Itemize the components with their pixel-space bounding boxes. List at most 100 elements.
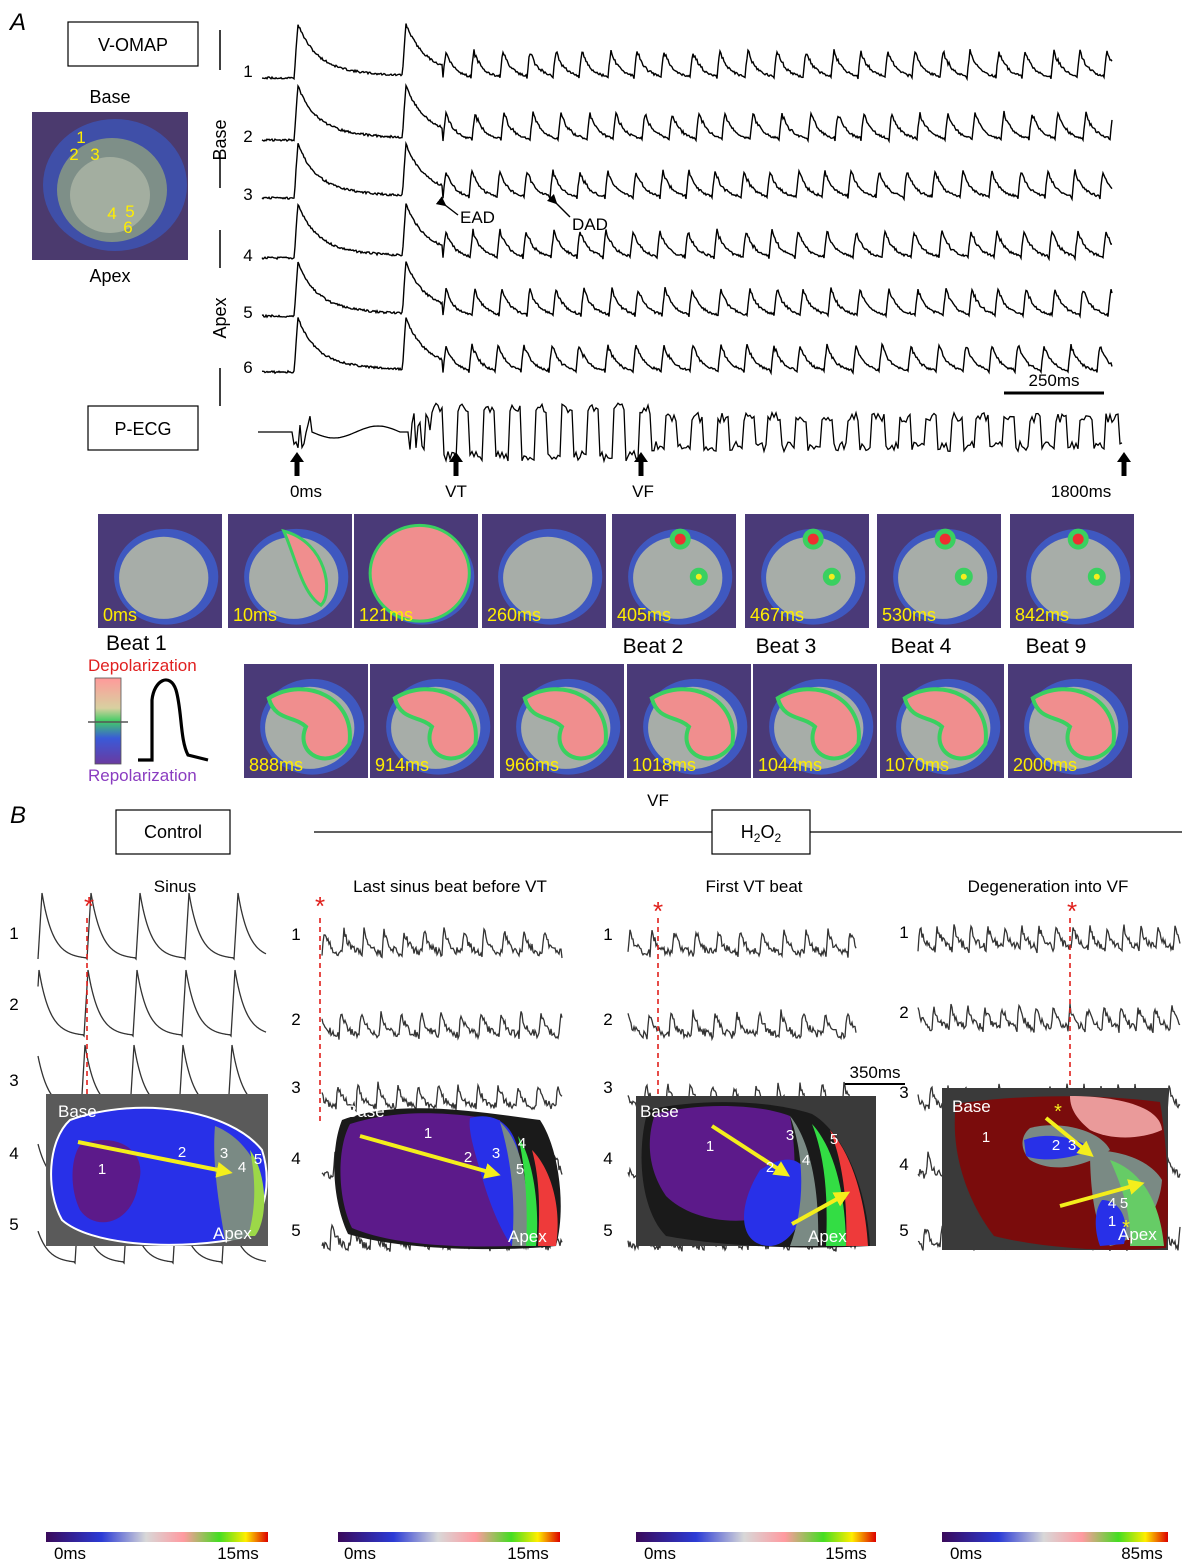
trace-number-col3-5: 5 — [603, 1221, 612, 1240]
frame-530ms: 530ms — [877, 514, 1001, 628]
y-label-base: Base — [210, 119, 230, 160]
column-title-last-sinus: Last sinus beat before VT — [353, 877, 547, 896]
frame-time-label: 842ms — [1015, 605, 1069, 625]
trace-number-col4-5: 5 — [899, 1221, 908, 1240]
map-2-base-label: Base — [346, 1102, 385, 1121]
h2o2-box — [711, 809, 811, 855]
trace-col2-1 — [321, 927, 563, 959]
trace-number-col4-2: 2 — [899, 1003, 908, 1022]
frame-405ms: 405ms — [612, 514, 736, 628]
beat-2-label: Beat 2 — [623, 635, 684, 658]
map-4-region-3: 3 — [1068, 1137, 1076, 1154]
map-2-region-3: 3 — [492, 1145, 500, 1162]
frame-121ms: 121ms — [354, 514, 478, 628]
map-base-label: Base — [89, 87, 130, 107]
trace-number-1: 1 — [243, 62, 252, 81]
frame-1070ms: 1070ms — [880, 664, 1004, 778]
map-3-region-4: 4 — [802, 1152, 810, 1169]
voltage-map-thumbnail — [32, 112, 188, 260]
trace-number-5: 5 — [243, 303, 252, 322]
legend-action-potential-icon — [138, 678, 209, 762]
map-4-region-2: 2 — [1052, 1137, 1060, 1154]
activation-frames-row-2: 888ms 914ms 966ms 1018ms 1044ms 1070ms 2000ms — [244, 664, 1132, 778]
trace-number-col3-2: 2 — [603, 1010, 612, 1029]
map-1-region-3: 3 — [220, 1145, 228, 1162]
site-3-label: 3 — [90, 145, 99, 164]
frame-2000ms: 2000ms — [1008, 664, 1132, 778]
trace-number-col2-3: 3 — [291, 1078, 300, 1097]
h2o2-o: O — [760, 822, 774, 842]
scale-4-end: 85ms — [1121, 1544, 1163, 1562]
activation-map-first-vt — [636, 1096, 876, 1248]
control-box — [115, 809, 231, 855]
map-3-region-3: 3 — [786, 1127, 794, 1144]
map-2-region-5: 5 — [516, 1161, 524, 1178]
arrow-0ms — [290, 452, 304, 476]
frame-467ms: 467ms — [745, 514, 869, 628]
activation-maps: * * — [46, 1088, 1168, 1250]
beat-4-label: Beat 4 — [891, 635, 952, 658]
activation-color-scales — [46, 1532, 1168, 1542]
site-1-label: 1 — [76, 128, 85, 147]
map-1-region-5: 5 — [254, 1151, 262, 1168]
frame-time-label: 121ms — [359, 605, 413, 625]
map-3-apex-label: Apex — [808, 1227, 847, 1246]
map-2-region-2: 2 — [464, 1149, 472, 1166]
trace-number-col2-4: 4 — [291, 1149, 300, 1168]
optical-action-potential-traces — [261, 23, 1113, 376]
beat-1-label: Beat 1 — [106, 632, 167, 655]
frame-time-label: 1044ms — [758, 755, 822, 775]
map-4-base-label: Base — [952, 1097, 991, 1116]
v-omap-label: V-OMAP — [98, 35, 168, 55]
p-ecg-box — [87, 405, 199, 451]
oap-trace-5 — [261, 261, 1113, 319]
trace-col2-2 — [321, 1011, 563, 1041]
oap-trace-4 — [261, 202, 1113, 262]
frame-time-label: 888ms — [249, 755, 303, 775]
h2o2-sub1: 2 — [754, 831, 761, 845]
frame-time-label: 10ms — [233, 605, 277, 625]
trace-number-col1-1: 1 — [9, 924, 18, 943]
trace-number-col2-5: 5 — [291, 1221, 300, 1240]
arrow-vt — [449, 452, 463, 476]
trace-col2-3 — [321, 1081, 563, 1113]
frame-1018ms: 1018ms — [627, 664, 751, 778]
dad-label: DAD — [572, 215, 608, 234]
scale-2-end: 15ms — [507, 1544, 549, 1562]
map-2-region-1: 1 — [424, 1125, 432, 1142]
trace-number-2: 2 — [243, 127, 252, 146]
frame-260ms: 260ms — [482, 514, 606, 628]
frame-time-label: 260ms — [487, 605, 541, 625]
panel-a-label: A — [8, 9, 26, 36]
trace-number-col3-1: 1 — [603, 925, 612, 944]
map-2-region-4: 4 — [518, 1135, 526, 1152]
map-1-region-1: 1 — [98, 1161, 106, 1178]
legend-depolarization: Depolarization — [88, 656, 197, 675]
activation-map-sinus — [46, 1094, 268, 1246]
trace-col4-1 — [917, 924, 1181, 954]
p-ecg-label: P-ECG — [114, 419, 171, 439]
arrow-vf — [634, 452, 648, 476]
map-3-region-5: 5 — [830, 1131, 838, 1148]
trace-number-3: 3 — [243, 185, 252, 204]
trace-number-col3-4: 4 — [603, 1149, 612, 1168]
frame-time-label: 467ms — [750, 605, 804, 625]
frame-0ms: 0ms — [98, 514, 222, 628]
frame-time-label: 2000ms — [1013, 755, 1077, 775]
vf-label: VF — [647, 791, 669, 810]
frame-888ms: 888ms — [244, 664, 368, 778]
map-4-region-5: 5 — [1120, 1195, 1128, 1212]
map-1-base-label: Base — [58, 1102, 97, 1121]
dad-arrow — [546, 193, 571, 218]
beat-3-label: Beat 3 — [756, 635, 817, 658]
scale-2-start: 0ms — [344, 1544, 376, 1562]
v-omap-box — [67, 21, 199, 67]
frame-time-label: 0ms — [103, 605, 137, 625]
trace-number-col4-1: 1 — [899, 923, 908, 942]
map-4-region-6: 1 — [1108, 1213, 1116, 1230]
scale-bar-350-label: 350ms — [849, 1063, 900, 1082]
marker-1800ms: 1800ms — [1051, 482, 1111, 501]
propagation-arrows — [77, 1116, 1145, 1226]
frame-time-label: 530ms — [882, 605, 936, 625]
